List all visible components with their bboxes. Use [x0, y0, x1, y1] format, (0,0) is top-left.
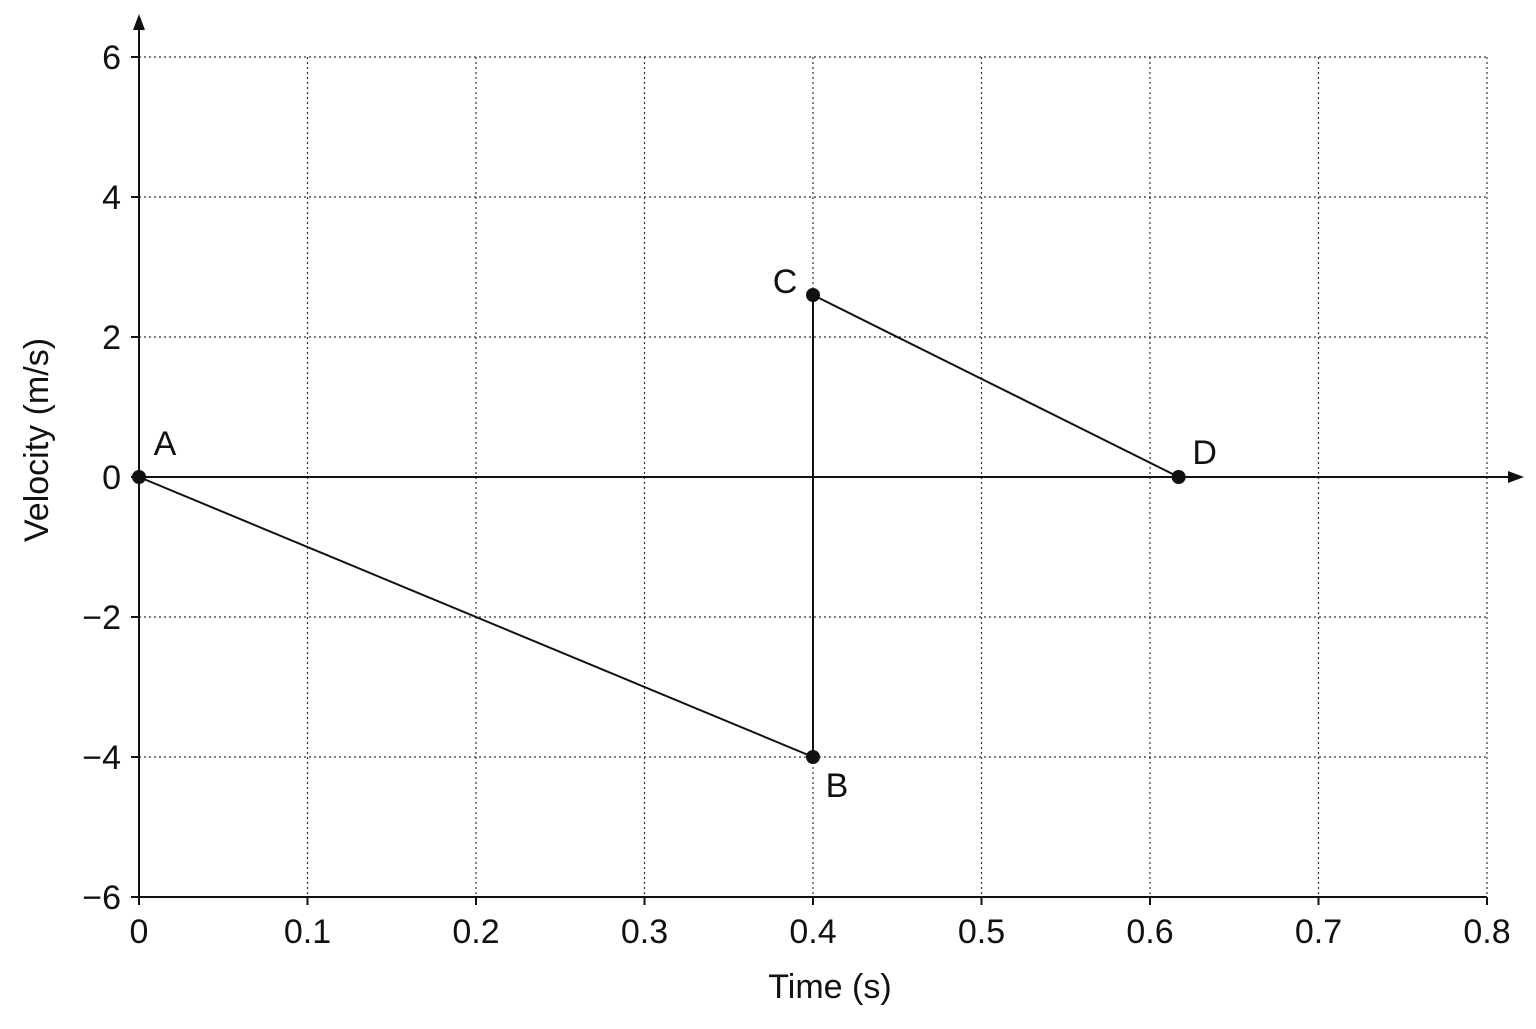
x-axis-label: Time (s): [768, 968, 891, 1006]
x-tick-label: 0.2: [452, 913, 499, 951]
y-tick-label: 2: [102, 319, 121, 357]
x-tick-label: 0.8: [1463, 913, 1510, 951]
axes: [131, 14, 1524, 905]
segment-c-d: [812, 294, 1180, 478]
point-label-d: D: [1192, 434, 1217, 472]
x-tick-label: 0.5: [958, 913, 1005, 951]
y-axis-arrow-icon: [133, 14, 145, 30]
point-c: [806, 288, 820, 302]
y-tick-label: −4: [82, 739, 121, 777]
point-b: [806, 750, 820, 764]
y-tick-label: 6: [102, 39, 121, 77]
point-label-a: A: [154, 425, 177, 463]
x-tick-label: 0.4: [789, 913, 836, 951]
y-tick-label: −6: [82, 879, 121, 917]
y-tick-label: −2: [82, 599, 121, 637]
y-tick-label: 4: [102, 179, 121, 217]
point-a: [132, 470, 146, 484]
point-label-c: C: [773, 263, 798, 301]
x-tick-label: 0.3: [621, 913, 668, 951]
labels: Time (s) Velocity (m/s) 0 0.1 0.2 0.3 0.4 0.5…: [18, 39, 1511, 1006]
point-label-b: B: [826, 767, 849, 805]
y-tick-label: 0: [102, 459, 121, 497]
x-tick-label: 0.1: [284, 913, 331, 951]
x-tick-label: 0.6: [1126, 913, 1173, 951]
y-axis-label: Velocity (m/s): [18, 338, 56, 542]
x-tick-label: 0: [130, 913, 149, 951]
segment-a-b: [138, 476, 814, 758]
velocity-line: [138, 294, 1180, 758]
x-tick-label: 0.7: [1295, 913, 1342, 951]
data-points: [132, 288, 1186, 764]
x-axis-arrow-icon: [1508, 471, 1524, 483]
point-d: [1171, 470, 1186, 484]
